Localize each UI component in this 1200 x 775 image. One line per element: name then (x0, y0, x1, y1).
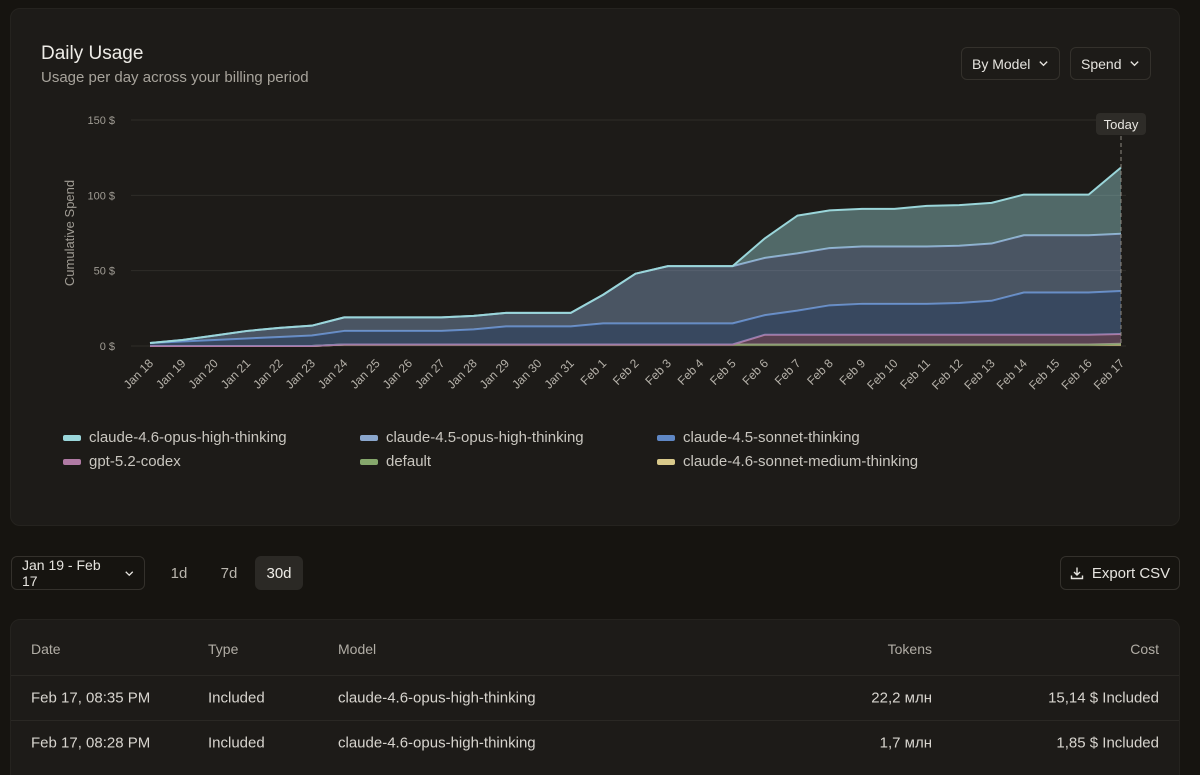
column-header-date[interactable]: Date (31, 640, 61, 657)
x-tick-label: Feb 15 (1026, 356, 1063, 393)
cell-tokens: 22,2 млн (871, 689, 932, 707)
chevron-down-icon (1039, 61, 1049, 67)
legend-label: claude-4.6-opus-high-thinking (89, 429, 287, 446)
x-tick-label: Jan 19 (153, 356, 189, 392)
x-tick-label: Feb 12 (929, 356, 966, 393)
date-range-picker[interactable]: Jan 19 - Feb 17 (11, 556, 145, 590)
series-area (150, 167, 1121, 343)
x-tick-label: Feb 5 (707, 356, 739, 388)
card-title: Daily Usage (41, 43, 144, 64)
metric-label: Spend (1081, 55, 1122, 72)
series-line (150, 332, 1122, 347)
legend-label: claude-4.5-opus-high-thinking (386, 429, 584, 446)
legend-item[interactable]: claude-4.6-sonnet-medium-thinking (657, 453, 918, 470)
x-tick-label: Jan 31 (542, 356, 578, 392)
y-axis-label: Cumulative Spend (62, 180, 77, 286)
cell-model: claude-4.6-opus-high-thinking (338, 734, 536, 752)
chevron-down-icon (124, 570, 133, 576)
y-tick-label: 100 $ (87, 190, 115, 202)
export-csv-label: Export CSV (1091, 564, 1171, 582)
cell-model: claude-4.6-opus-high-thinking (338, 689, 536, 707)
legend-item[interactable]: claude-4.6-opus-high-thinking (63, 429, 287, 446)
legend-swatch (63, 458, 81, 465)
x-tick-label: Feb 11 (897, 356, 933, 392)
x-tick-label: Jan 18 (121, 356, 157, 392)
usage-table: Date Type Model Tokens Cost Feb 17, 08:3… (10, 619, 1180, 775)
x-tick-label: Jan 25 (347, 356, 383, 392)
x-tick-label: Jan 26 (380, 356, 416, 392)
legend-swatch (63, 434, 81, 441)
x-tick-label: Feb 8 (804, 356, 836, 388)
legend-label: gpt-5.2-codex (89, 453, 181, 470)
x-tick-label: Jan 29 (477, 356, 513, 392)
column-header-type[interactable]: Type (208, 640, 239, 657)
legend-item[interactable]: claude-4.5-sonnet-thinking (657, 429, 860, 446)
column-header-model[interactable]: Model (338, 640, 377, 657)
export-csv-button[interactable]: Export CSV (1060, 556, 1180, 590)
x-tick-label: Jan 28 (444, 356, 480, 392)
today-badge (1096, 113, 1146, 135)
x-tick-label: Feb 4 (675, 356, 707, 388)
legend-label: claude-4.6-sonnet-medium-thinking (683, 453, 919, 470)
cell-tokens: 1,7 млн (879, 734, 932, 752)
date-range-label: Jan 19 - Feb 17 (22, 557, 101, 589)
series-area (150, 333, 1121, 346)
y-tick-label: 0 $ (100, 341, 115, 353)
table-header-row: Date Type Model Tokens Cost (11, 626, 1179, 671)
table-row[interactable]: Feb 17, 08:35 PM Included claude-4.6-opu… (11, 675, 1179, 720)
y-tick-label: 50 $ (94, 266, 115, 278)
x-tick-label: Jan 27 (412, 356, 448, 392)
cumulative-spend-chart: 0 $ 50 $ 100 $ 150 $ Cumulative Spend Today Ja… (62, 113, 1146, 393)
legend-swatch (657, 434, 675, 441)
x-tick-label: Feb 3 (642, 356, 674, 388)
legend-item[interactable]: gpt-5.2-codex (63, 453, 181, 470)
x-tick-label: Jan 21 (218, 356, 254, 392)
x-tick-label: Feb 7 (772, 356, 804, 388)
segment-7d[interactable]: 7d (220, 564, 238, 582)
today-label: Today (1104, 117, 1139, 132)
series-line (149, 290, 1122, 344)
segment-1d[interactable]: 1d (170, 564, 188, 582)
column-header-tokens[interactable]: Tokens (887, 640, 932, 657)
cell-cost: 1,85 $ Included (1056, 734, 1159, 752)
x-tick-label: Jan 23 (283, 356, 319, 392)
table-row[interactable]: Feb 17, 08:28 PM Included claude-4.6-opu… (11, 720, 1179, 765)
x-tick-label: Feb 6 (739, 356, 771, 388)
segment-30d[interactable]: 30d (255, 556, 303, 590)
legend-item[interactable]: claude-4.5-opus-high-thinking (360, 429, 584, 446)
legend-swatch (360, 458, 378, 465)
x-tick-label: Jan 20 (185, 356, 221, 392)
cell-date: Feb 17, 08:28 PM (31, 734, 151, 752)
column-header-cost[interactable]: Cost (1130, 640, 1159, 657)
metric-dropdown[interactable]: Spend (1070, 47, 1152, 80)
x-tick-label: Feb 14 (994, 356, 1031, 393)
x-tick-label: Feb 13 (961, 356, 998, 393)
x-tick-label: Feb 2 (610, 356, 642, 388)
cell-type: Included (208, 689, 265, 707)
group-by-dropdown[interactable]: By Model (961, 47, 1061, 80)
legend-label: claude-4.5-sonnet-thinking (683, 429, 860, 446)
x-tick-label: Jan 22 (250, 356, 286, 392)
x-tick-label: Jan 30 (509, 356, 545, 392)
cell-date: Feb 17, 08:35 PM (31, 689, 151, 707)
legend-label: default (386, 453, 432, 470)
cell-cost: 15,14 $ Included (1048, 689, 1159, 707)
daily-usage-card: Daily Usage Usage per day across your bi… (10, 8, 1180, 526)
download-icon (1070, 567, 1084, 580)
chevron-down-icon (1130, 61, 1140, 67)
card-subtitle: Usage per day across your billing period (41, 69, 309, 86)
series-area (150, 233, 1121, 343)
legend-swatch (360, 434, 378, 441)
x-tick-label: Feb 1 (578, 356, 610, 388)
cell-type: Included (208, 734, 265, 752)
group-by-label: By Model (972, 55, 1031, 72)
x-tick-label: Feb 17 (1091, 356, 1128, 393)
x-tick-label: Feb 10 (864, 356, 901, 393)
series-line (149, 166, 1122, 344)
legend-item[interactable]: default (360, 453, 431, 470)
x-tick-label: Feb 16 (1058, 356, 1095, 393)
legend-swatch (657, 458, 675, 465)
x-tick-label: Jan 24 (315, 356, 351, 392)
y-tick-label: 150 $ (87, 115, 115, 127)
